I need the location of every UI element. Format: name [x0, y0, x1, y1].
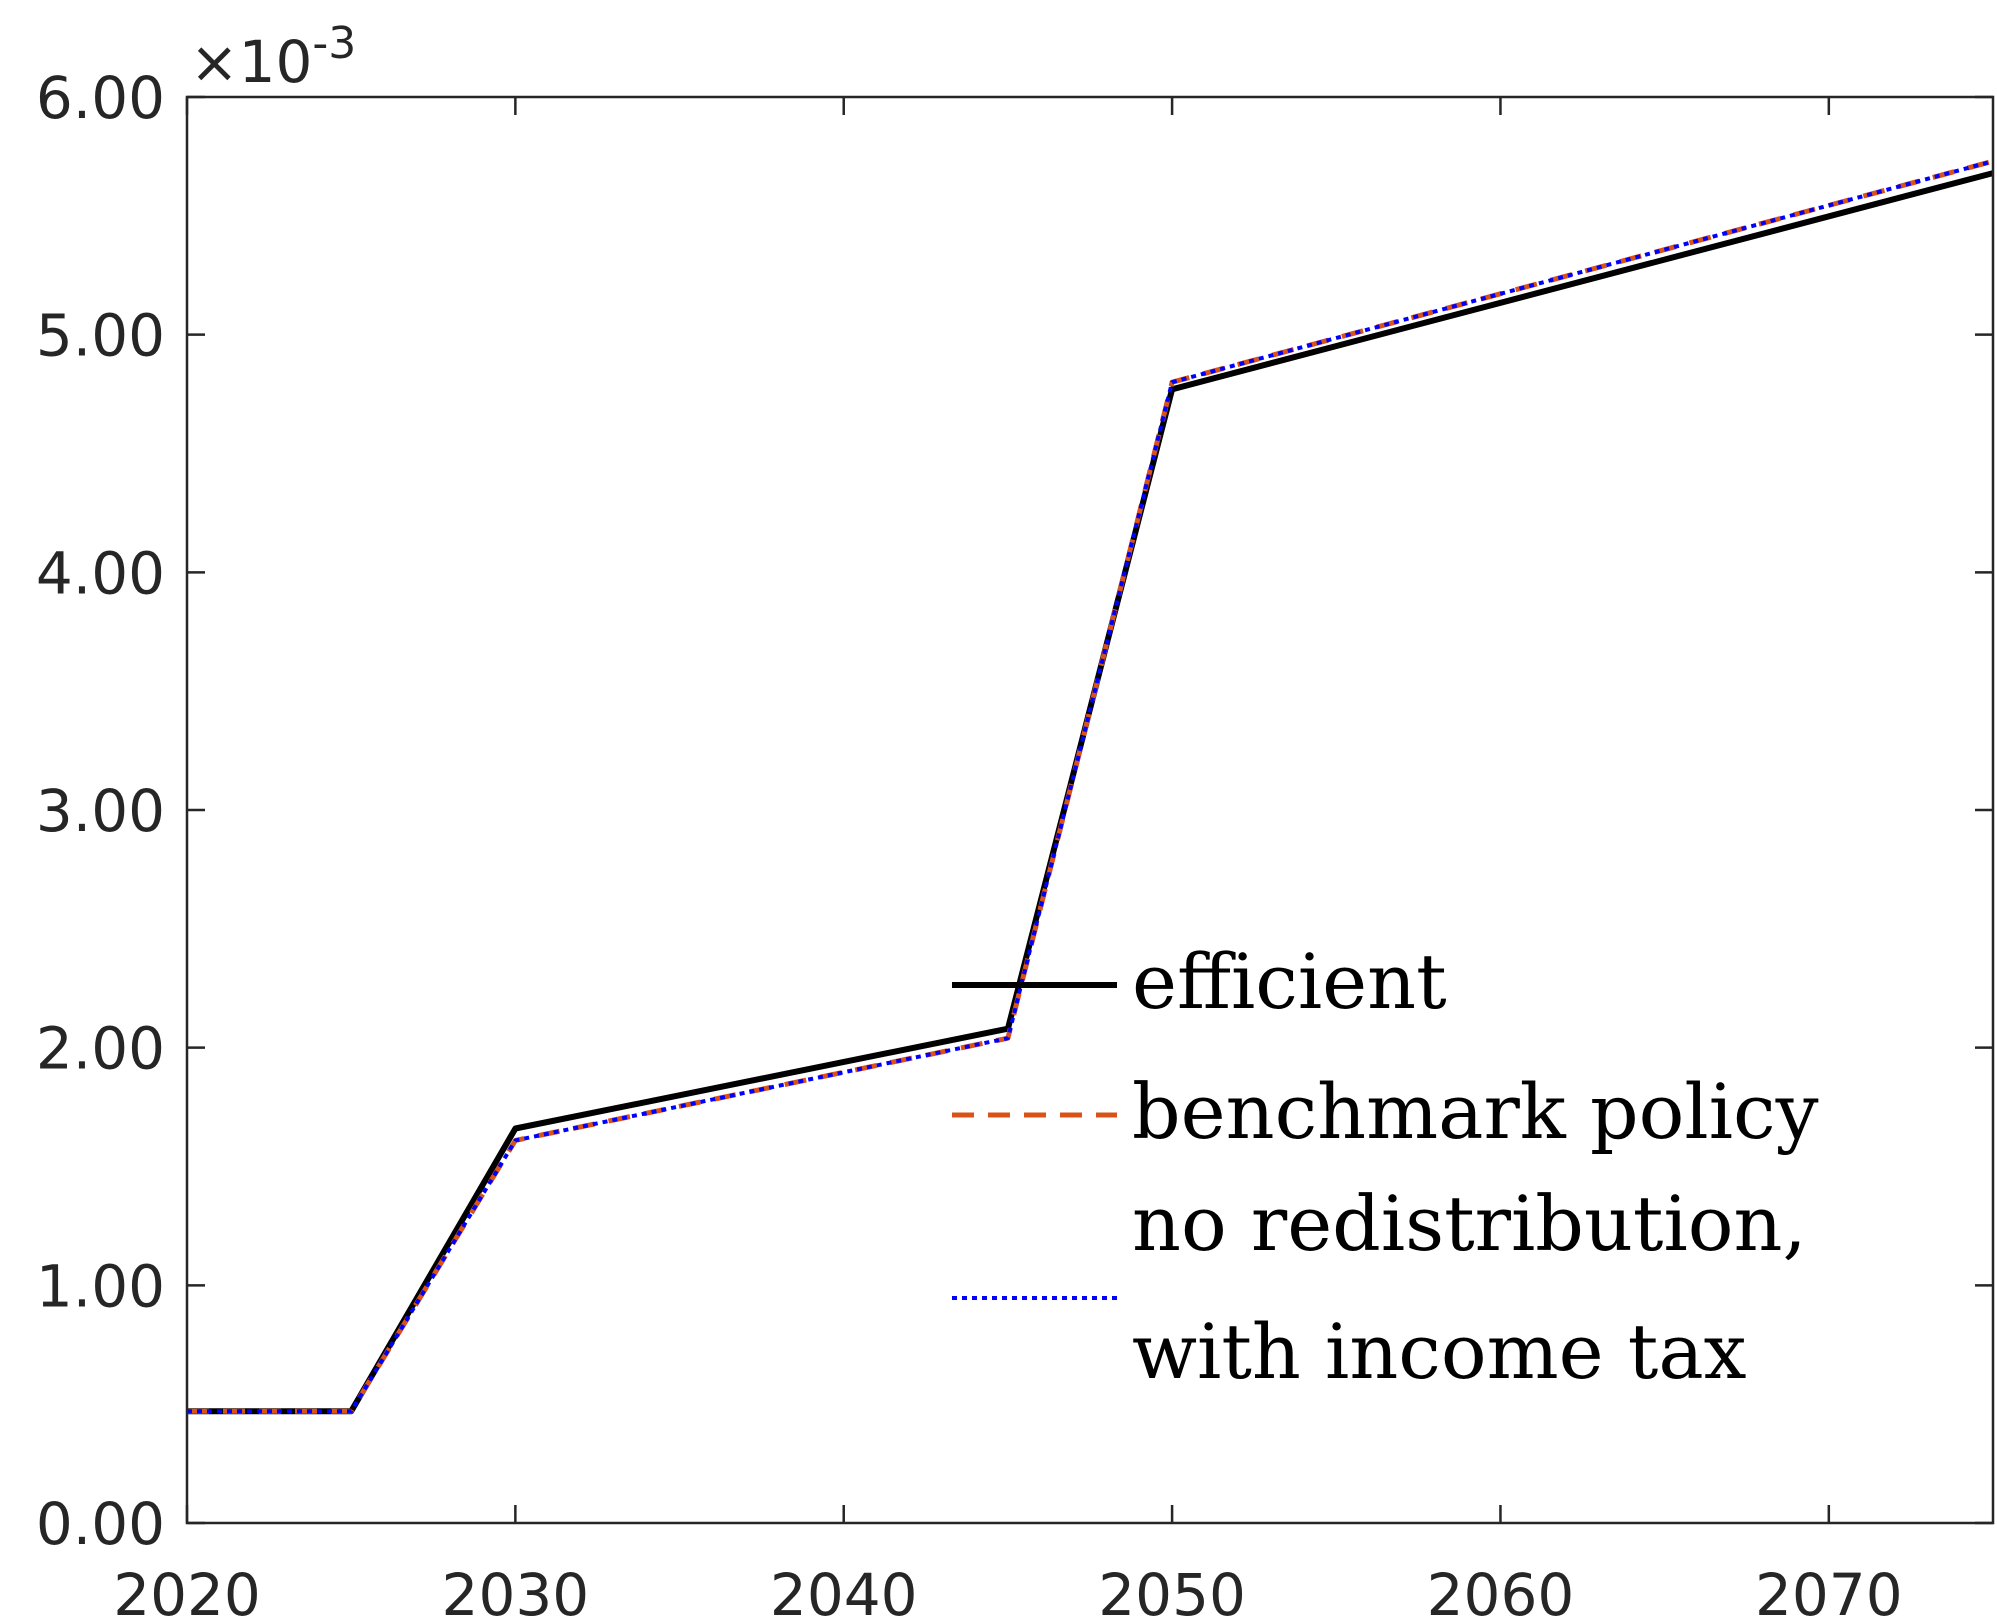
y-tick-label: 5.00: [36, 302, 165, 370]
legend: efficient benchmark policy no redistributi…: [952, 937, 1819, 1396]
y-tick-label: 3.00: [36, 777, 165, 845]
x-axis: 2020 2030 2040 2050 2060 2070: [113, 97, 1903, 1622]
x-tick-label: 2030: [442, 1561, 590, 1622]
legend-label-1: efficient: [1132, 937, 1447, 1026]
y-tick-label: 0.00: [36, 1490, 165, 1558]
x-tick-label: 2050: [1098, 1561, 1246, 1622]
series-line-3: [187, 159, 1994, 1414]
x-tick-label: 2020: [113, 1561, 261, 1622]
x-tick-label: 2070: [1755, 1561, 1903, 1622]
x-tick-label: 2040: [770, 1561, 918, 1622]
series-line-1: [187, 170, 1994, 1415]
multiplier-base: ×10: [190, 28, 312, 96]
legend-label-3: no redistribution,: [1132, 1179, 1807, 1268]
y-multiplier-label: ×10-3: [190, 18, 356, 96]
y-tick-label: 4.00: [36, 539, 165, 607]
series-lines: [187, 158, 1994, 1415]
y-tick-label: 1.00: [36, 1252, 165, 1320]
y-axis: 0.00 1.00 2.00 3.00 4.00 5.00 6.00: [36, 64, 1993, 1558]
x-tick-label: 2060: [1427, 1561, 1575, 1622]
y-tick-label: 2.00: [36, 1015, 165, 1083]
y-tick-label: 6.00: [36, 64, 165, 132]
legend-label-2: benchmark policy: [1132, 1067, 1819, 1156]
multiplier-exponent: -3: [312, 18, 356, 69]
legend-label-3: with income tax: [1132, 1307, 1747, 1396]
